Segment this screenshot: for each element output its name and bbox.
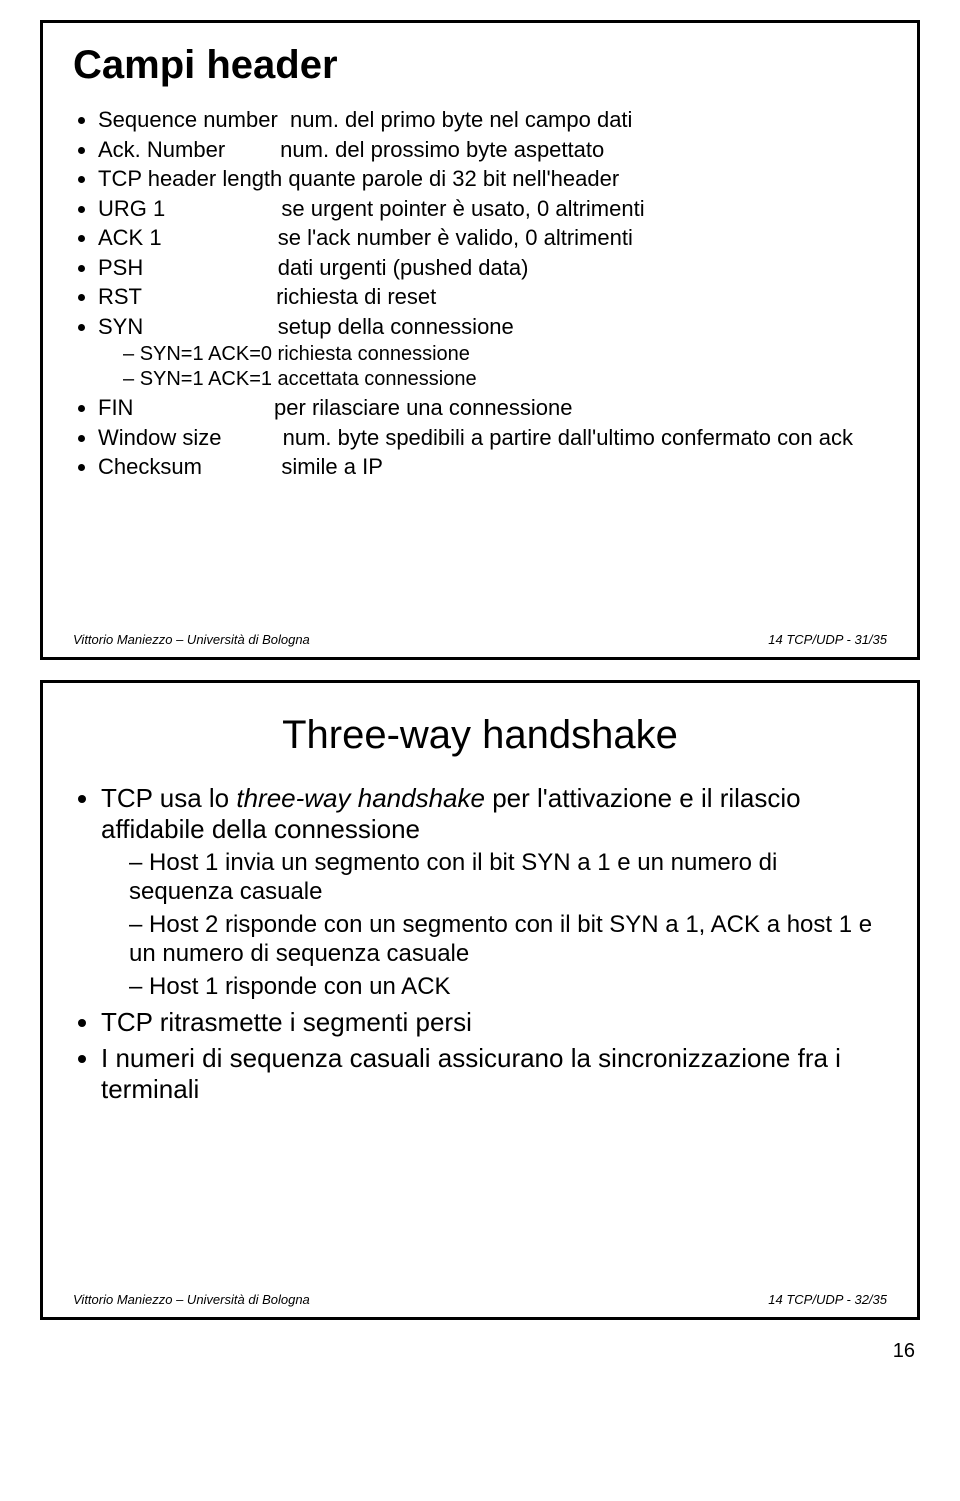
- field-desc: setup della connessione: [278, 314, 514, 339]
- syn-sub-item: SYN=1 ACK=1 accettata connessione: [123, 367, 887, 392]
- field-desc: num. del primo byte nel campo dati: [290, 107, 632, 132]
- sub-item: Host 1 risponde con un ACK: [129, 973, 887, 1002]
- syn-sub-item: SYN=1 ACK=0 richiesta connessione: [123, 342, 887, 367]
- field-desc: per rilasciare una connessione: [274, 395, 572, 420]
- slide-title: Campi header: [73, 43, 887, 88]
- footer-author: Vittorio Maniezzo – Università di Bologn…: [73, 632, 310, 647]
- field-desc: num. del prossimo byte aspettato: [280, 137, 604, 162]
- field-name: FIN: [98, 394, 274, 422]
- field-row: RST richiesta di reset: [98, 283, 887, 311]
- footer-page: 14 TCP/UDP - 31/35: [768, 632, 887, 647]
- syn-sub-list: SYN=1 ACK=0 richiesta connessione SYN=1 …: [98, 342, 887, 392]
- list-item: I numeri di sequenza casuali assicurano …: [101, 1043, 887, 1105]
- field-desc: simile a IP: [281, 454, 382, 479]
- field-row: URG 1 se urgent pointer è usato, 0 altri…: [98, 195, 887, 223]
- field-name: SYN: [98, 313, 278, 341]
- field-name: ACK 1: [98, 224, 278, 252]
- field-name: Ack. Number: [98, 136, 280, 164]
- handshake-list: TCP usa lo three-way handshake per l'att…: [73, 783, 887, 1105]
- field-row: Window size num. byte spedibili a partir…: [98, 424, 887, 452]
- header-fields-list: Sequence number num. del primo byte nel …: [73, 106, 887, 481]
- slide-three-way-handshake: Three-way handshake TCP usa lo three-way…: [40, 680, 920, 1320]
- footer-page: 14 TCP/UDP - 32/35: [768, 1292, 887, 1307]
- slide-footer: Vittorio Maniezzo – Università di Bologn…: [73, 1292, 887, 1307]
- text-part: TCP usa lo: [101, 783, 236, 813]
- field-desc: se l'ack number è valido, 0 altrimenti: [278, 225, 633, 250]
- field-row: Ack. Number num. del prossimo byte aspet…: [98, 136, 887, 164]
- field-row: Sequence number num. del primo byte nel …: [98, 106, 887, 134]
- field-name: RST: [98, 283, 276, 311]
- handshake-sub-list: Host 1 invia un segmento con il bit SYN …: [101, 849, 887, 1001]
- field-name: Checksum: [98, 453, 281, 481]
- field-desc: se urgent pointer è usato, 0 altrimenti: [281, 196, 644, 221]
- field-name: URG 1: [98, 195, 281, 223]
- field-name: Sequence number: [98, 106, 290, 134]
- field-row: SYN setup della connessione SYN=1 ACK=0 …: [98, 313, 887, 393]
- field-desc: num. byte spedibili a partire dall'ultim…: [283, 425, 853, 450]
- field-row: FIN per rilasciare una connessione: [98, 394, 887, 422]
- field-row: Checksum simile a IP: [98, 453, 887, 481]
- field-desc: quante parole di 32 bit nell'header: [288, 166, 619, 191]
- footer-author: Vittorio Maniezzo – Università di Bologn…: [73, 1292, 310, 1307]
- slide-campi-header: Campi header Sequence number num. del pr…: [40, 20, 920, 660]
- field-row: PSH dati urgenti (pushed data): [98, 254, 887, 282]
- field-desc: dati urgenti (pushed data): [278, 255, 529, 280]
- sub-item: Host 1 invia un segmento con il bit SYN …: [129, 849, 887, 907]
- list-item: TCP ritrasmette i segmenti persi: [101, 1007, 887, 1038]
- list-item: TCP usa lo three-way handshake per l'att…: [101, 783, 887, 1001]
- slide-title: Three-way handshake: [73, 713, 887, 758]
- field-row: TCP header length quante parole di 32 bi…: [98, 165, 887, 193]
- field-desc: richiesta di reset: [276, 284, 436, 309]
- slide-footer: Vittorio Maniezzo – Università di Bologn…: [73, 632, 887, 647]
- field-name: PSH: [98, 254, 278, 282]
- field-name: TCP header length: [98, 165, 288, 193]
- field-row: ACK 1 se l'ack number è valido, 0 altrim…: [98, 224, 887, 252]
- page-number: 16: [0, 1340, 915, 1363]
- term-italic: three-way handshake: [236, 783, 485, 813]
- field-name: Window size: [98, 424, 283, 452]
- sub-item: Host 2 risponde con un segmento con il b…: [129, 911, 887, 969]
